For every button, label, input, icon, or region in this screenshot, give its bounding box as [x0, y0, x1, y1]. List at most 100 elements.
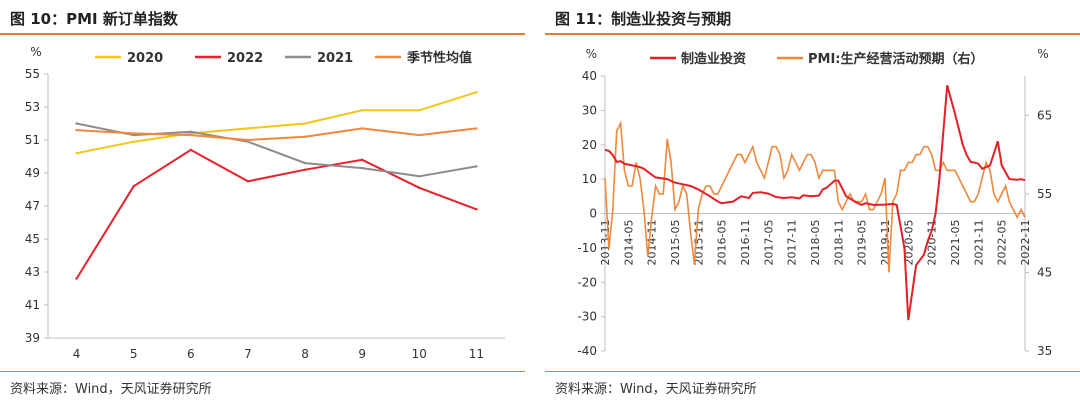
y-tick-label-left: -10: [577, 241, 597, 255]
x-tick-label: 2013-11: [599, 220, 612, 266]
data-point: [75, 152, 78, 155]
source-note: 资料来源：Wind，天风证券研究所: [555, 382, 757, 397]
x-tick-label: 2016-11: [739, 220, 752, 266]
y-tick-label-right: 65: [1037, 108, 1052, 122]
legend-label: 2022: [227, 51, 263, 66]
y-tick-label-left: 30: [582, 103, 597, 117]
y-tick-label-left: -40: [577, 344, 597, 358]
data-point: [360, 109, 364, 112]
x-tick-label: 2015-05: [669, 220, 682, 266]
x-tick-label: 2014-05: [622, 220, 635, 266]
y-tick-label-right: 45: [1037, 265, 1052, 279]
data-point: [418, 133, 421, 137]
data-point: [246, 180, 250, 183]
x-tick-label: 2022-05: [996, 220, 1009, 266]
y-axis-unit: %: [30, 45, 41, 59]
manufacturing-investment-chart: % % -40 -30 -20 -10 0 10 20 30 40 35 45 55 65 2013-11 20…: [577, 47, 1052, 358]
y-tick-label: 53: [25, 100, 40, 114]
data-point: [75, 122, 78, 125]
data-point: [75, 128, 78, 132]
chart-title: 图 10：PMI 新订单指数: [10, 10, 178, 28]
legend-label: 2021: [317, 51, 353, 66]
title-divider: [0, 33, 525, 35]
x-tick-label: 2016-05: [716, 220, 729, 266]
legend-label: 2020: [127, 51, 163, 66]
x-tick-label: 5: [130, 347, 138, 361]
y-axis-unit-left: %: [586, 47, 597, 61]
x-tick-label: 11: [469, 347, 484, 361]
y-axis-unit-right: %: [1037, 47, 1048, 61]
left-chart-panel: 图 10：PMI 新订单指数 % 39 41 43 45 47 49 51 53 55 4 5 6 7 8 9…: [0, 0, 525, 407]
x-tick-label: 7: [244, 347, 252, 361]
x-tick-label: 2017-05: [762, 219, 775, 265]
x-tick-label: 2021-11: [972, 220, 985, 266]
legend-label: 季节性均值: [406, 50, 472, 66]
y-tick-label: 39: [25, 331, 40, 345]
x-tick-label: 2019-05: [856, 220, 869, 266]
x-tick-label: 2021-05: [949, 220, 962, 266]
y-tick-label: 47: [25, 199, 40, 213]
data-point: [360, 166, 364, 170]
y-tick-label-left: 40: [582, 69, 597, 83]
data-point: [246, 127, 250, 130]
source-divider: [545, 371, 1080, 372]
legend-label: PMI:生产经营活动预期（右）: [808, 51, 984, 67]
data-point: [475, 127, 478, 130]
series-line-manufacturing-investment: [604, 85, 1026, 321]
data-point: [303, 122, 307, 125]
data-point: [418, 175, 421, 178]
data-point: [475, 208, 478, 211]
y-tick-label-right: 55: [1037, 187, 1052, 201]
series-line-2020: [76, 91, 477, 155]
data-point: [246, 140, 250, 143]
data-point: [475, 90, 478, 94]
data-point: [475, 165, 478, 168]
data-point: [189, 133, 193, 137]
x-tick-label: 8: [301, 347, 309, 361]
y-tick-label-left: 20: [582, 138, 597, 152]
data-point: [189, 130, 193, 133]
x-tick-label: 4: [73, 347, 81, 361]
source-divider: [0, 371, 525, 372]
series-line-2021: [76, 122, 477, 178]
x-tick-label: 6: [187, 347, 195, 361]
y-tick-label: 49: [25, 166, 40, 180]
x-tick-label: 2022-11: [1019, 220, 1032, 266]
data-point: [360, 158, 364, 161]
x-tick-label: 2018-05: [809, 220, 822, 266]
x-tick-label: 10: [412, 347, 427, 361]
x-tick-label: 9: [358, 347, 366, 361]
y-tick-label: 45: [25, 232, 40, 246]
source-note: 资料来源：Wind，天风证券研究所: [10, 382, 212, 397]
data-point: [75, 277, 78, 280]
data-point: [418, 109, 421, 112]
x-tick-label: 2017-11: [786, 220, 799, 266]
data-point: [303, 135, 307, 138]
y-tick-label-left: -20: [577, 275, 597, 289]
x-tick-label: 2018-11: [832, 220, 845, 266]
right-chart-panel: 图 11：制造业投资与预期 %% -40 -30 -20 -10 0 10 20 30 40 35 4…: [545, 0, 1080, 407]
series-line-2022: [75, 148, 477, 280]
y-tick-label-right: 35: [1037, 344, 1052, 358]
y-tick-label: 41: [25, 298, 40, 312]
data-point: [132, 185, 135, 188]
series-line-季节性均值: [76, 127, 477, 142]
data-point: [132, 132, 135, 135]
data-point: [189, 148, 193, 152]
y-tick-label-left: -30: [577, 310, 597, 324]
y-tick-label: 43: [25, 265, 40, 279]
data-point: [360, 127, 364, 130]
x-tick-label: 2020-11: [926, 220, 939, 266]
y-tick-label-left: 10: [582, 172, 597, 186]
legend-label: 制造业投资: [681, 51, 746, 67]
series-line-pmi-expectation: [604, 120, 1026, 273]
x-tick-label: 2014-11: [646, 220, 659, 266]
chart-title: 图 11：制造业投资与预期: [555, 10, 732, 28]
title-divider: [545, 33, 1080, 35]
data-point: [132, 133, 135, 137]
data-point: [132, 140, 135, 143]
data-point: [303, 168, 307, 171]
y-tick-label: 51: [25, 133, 40, 147]
data-point: [246, 138, 250, 142]
